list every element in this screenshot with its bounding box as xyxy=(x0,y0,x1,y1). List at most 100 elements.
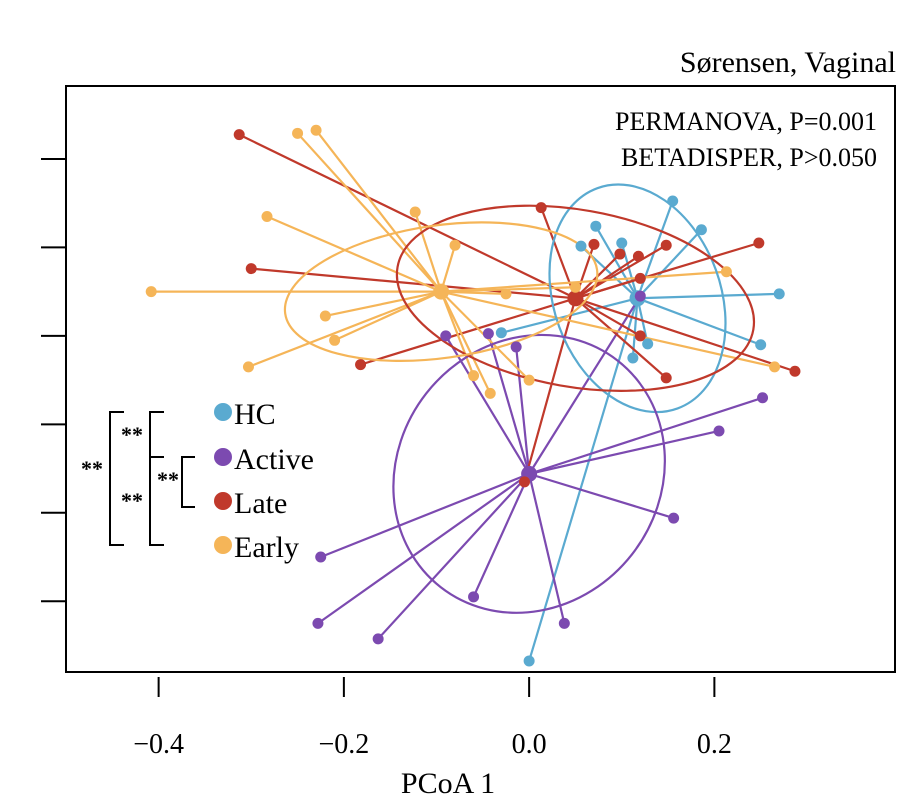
spokes-hc xyxy=(501,200,780,662)
point-early xyxy=(769,361,781,373)
bracket-active-early xyxy=(149,456,164,546)
spoke-hc xyxy=(637,297,762,346)
point-hc xyxy=(590,220,602,232)
x-tick-label: −0.4 xyxy=(133,729,184,760)
legend-label-hc: HC xyxy=(234,398,276,431)
spoke-early xyxy=(440,290,775,368)
spoke-active xyxy=(317,472,530,625)
point-hc xyxy=(627,352,639,364)
point-active xyxy=(315,551,327,563)
spoke-late xyxy=(360,297,576,366)
axes: −0.4 −0.2 0.0 0.2 xyxy=(41,157,732,760)
point-hc xyxy=(773,288,785,300)
spoke-late xyxy=(574,297,667,379)
point-late xyxy=(632,250,644,262)
point-late xyxy=(245,263,257,275)
point-hc xyxy=(642,338,654,350)
point-late xyxy=(660,372,672,384)
spoke-late xyxy=(238,133,576,300)
spoke-early xyxy=(440,244,457,292)
legend-label-late: Late xyxy=(234,487,287,520)
point-hc xyxy=(616,237,628,249)
spoke-late xyxy=(251,267,576,300)
point-early xyxy=(319,310,331,322)
spoke-active xyxy=(528,473,566,624)
spoke-early xyxy=(266,215,442,293)
x-axis-label: PCoA 1 xyxy=(401,767,495,800)
points-active xyxy=(312,290,769,645)
point-active xyxy=(634,290,646,302)
spoke-active xyxy=(487,333,531,475)
point-active xyxy=(440,330,452,342)
legend-marker-hc xyxy=(214,403,232,421)
point-late xyxy=(535,202,547,214)
point-hc xyxy=(755,339,767,351)
annotation-permanova: PERMANOVA, P=0.001 xyxy=(615,107,877,136)
point-early xyxy=(261,210,273,222)
point-early xyxy=(329,334,341,346)
sig-label-active-late: ** xyxy=(157,467,179,492)
point-active xyxy=(757,392,769,404)
significance-brackets xyxy=(109,411,195,546)
centroid-early xyxy=(433,283,450,300)
x-tick-label: 0.0 xyxy=(512,729,547,760)
spokes-late xyxy=(238,133,796,483)
legend-marker-early xyxy=(214,536,232,554)
spoke-late xyxy=(575,297,796,373)
point-hc xyxy=(523,655,535,667)
ellipse-active xyxy=(392,333,666,614)
sig-label-hc-active: ** xyxy=(121,422,143,447)
point-early xyxy=(468,370,480,382)
x-tick-label: −0.2 xyxy=(318,729,369,760)
spoke-late xyxy=(574,297,641,337)
point-active xyxy=(668,512,680,524)
point-hc xyxy=(495,327,507,339)
point-early xyxy=(449,239,461,251)
point-hc xyxy=(667,195,679,207)
spoke-early xyxy=(414,211,443,292)
spoke-active xyxy=(472,473,531,598)
point-late xyxy=(233,129,245,141)
point-hc xyxy=(695,224,707,236)
spoke-early xyxy=(325,290,442,318)
ellipse-late xyxy=(395,204,756,392)
ellipse-hc xyxy=(548,183,727,414)
spoke-late xyxy=(523,297,577,483)
sig-label-active-early: ** xyxy=(121,488,143,513)
spoke-early xyxy=(440,291,492,394)
point-late xyxy=(355,359,367,371)
point-active xyxy=(372,633,384,645)
point-active xyxy=(510,341,522,353)
legend-marker-active xyxy=(214,448,232,466)
legend-label-active: Active xyxy=(234,443,314,476)
legend-marker-late xyxy=(214,492,232,510)
ellipse-early xyxy=(283,221,599,363)
spoke-hc xyxy=(594,225,639,299)
point-early xyxy=(310,124,322,136)
spoke-early xyxy=(440,291,475,377)
point-early xyxy=(569,281,581,293)
spoke-active xyxy=(320,472,530,559)
spoke-early xyxy=(441,270,727,293)
point-late xyxy=(614,248,626,260)
annotation-betadisper: BETADISPER, P>0.050 xyxy=(621,143,877,172)
spoke-late xyxy=(574,244,667,300)
legend-label-early: Early xyxy=(234,531,299,564)
point-late xyxy=(660,239,672,251)
plot-frame xyxy=(65,85,896,673)
spoke-active xyxy=(528,295,642,475)
spoke-early xyxy=(315,129,443,293)
sig-label-hc-early: ** xyxy=(81,456,103,481)
spoke-active xyxy=(528,396,763,475)
spoke-active xyxy=(377,473,530,640)
point-hc xyxy=(575,240,587,252)
point-early xyxy=(484,387,496,399)
point-early xyxy=(292,127,304,139)
spoke-early xyxy=(296,132,442,293)
spokes-early xyxy=(151,129,775,394)
spoke-active xyxy=(528,429,720,475)
bracket-hc-early xyxy=(109,411,124,546)
point-late xyxy=(753,237,765,249)
spoke-early xyxy=(248,290,442,368)
